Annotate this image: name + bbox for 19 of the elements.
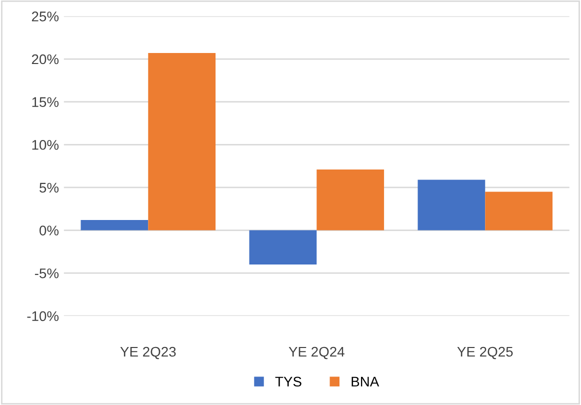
y-tick-label: 25% xyxy=(32,12,59,22)
y-tick-label: -5% xyxy=(34,268,59,278)
bar xyxy=(249,230,317,265)
bar xyxy=(418,180,486,230)
y-tick-label: -10% xyxy=(27,311,59,322)
legend-label: TYS xyxy=(275,376,302,387)
y-tick-label: 0% xyxy=(40,226,59,236)
bar xyxy=(80,220,148,230)
y-tick-label: 5% xyxy=(40,182,59,193)
y-tick-label: 10% xyxy=(32,140,59,150)
x-tick-label: YE 2Q23 xyxy=(120,346,176,360)
bar xyxy=(485,192,553,230)
x-tick-label: YE 2Q25 xyxy=(457,346,513,360)
bar xyxy=(148,53,216,230)
bar xyxy=(316,169,384,230)
x-tick-label: YE 2Q24 xyxy=(288,346,344,360)
y-tick-label: 15% xyxy=(32,97,59,107)
y-tick-label: 20% xyxy=(32,54,59,64)
legend-label: BNA xyxy=(352,376,380,386)
